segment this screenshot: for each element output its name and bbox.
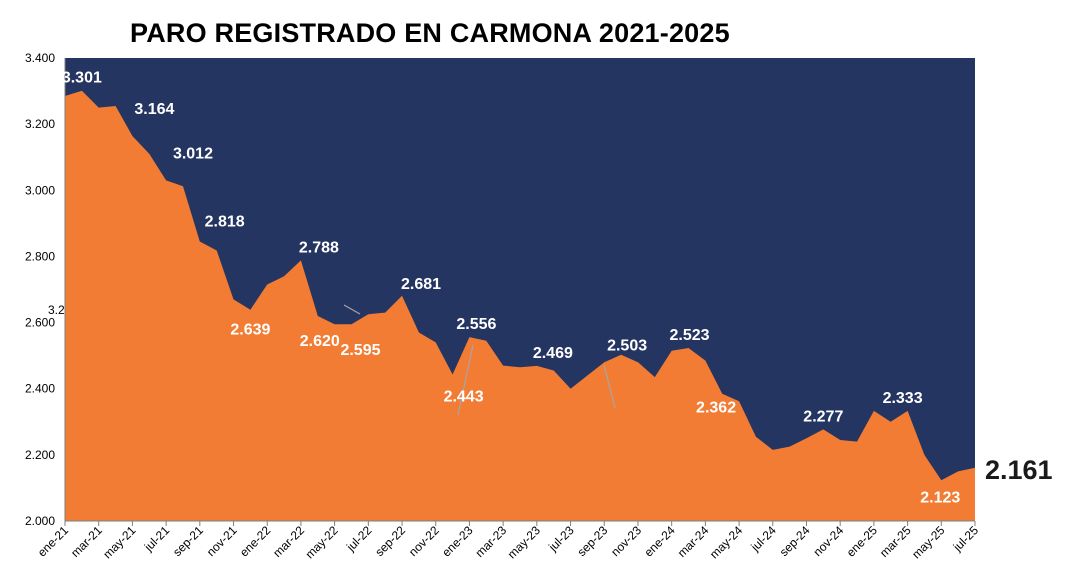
chart-title: PARO REGISTRADO EN CARMONA 2021-2025 [130,18,730,48]
x-tick-label: ene-24 [641,523,678,560]
x-tick-label: mar-25 [877,523,914,560]
y-tick-label: 2.200 [25,448,55,462]
x-tick-label: nov-23 [608,523,644,559]
y-tick-label: 2.600 [25,316,55,330]
data-label: 2.503 [607,338,647,355]
x-tick-label: mar-23 [472,523,509,560]
x-tick-label: jul-21 [141,523,173,555]
data-label: 2.818 [205,213,245,230]
data-label: 2.620 [300,333,340,350]
y-tick-label: 3.200 [25,117,55,131]
x-tick-label: sep-24 [777,523,813,559]
data-label: 2.556 [456,316,496,333]
x-tick-label: may-23 [505,523,543,561]
y-tick-label: 2.400 [25,382,55,396]
x-tick-label: sep-21 [170,523,206,559]
data-label: 2.333 [883,390,923,407]
x-tick-label: jul-24 [748,523,780,555]
data-label: 2.788 [299,239,339,256]
stray-label: 3.2 [48,303,65,317]
x-tick-label: may-21 [100,523,138,561]
series-area [65,90,975,521]
label-leader-lines [343,304,616,416]
x-tick-label: jul-23 [545,523,577,555]
x-tick-label: ene-22 [237,523,274,560]
leader-line [457,344,474,416]
x-tick-label: may-22 [303,523,341,561]
x-tick-label: nov-24 [810,523,846,559]
x-tick-label: ene-23 [439,523,476,560]
x-tick-label: mar-24 [675,523,712,560]
data-label: 2.639 [230,322,270,339]
x-tick-label: mar-22 [270,523,307,560]
x-tick-label: ene-25 [844,523,881,560]
leader-line [603,364,616,409]
x-tick-label: jul-22 [343,523,375,555]
data-label: 2.123 [920,489,960,506]
y-axis: 2.000 2.200 2.400 2.600 2.800 3.000 3.200 3.400 [25,51,66,528]
x-tick-label: mar-21 [68,523,105,560]
y-tick-label: 2.800 [25,249,55,263]
x-tick-label: jul-25 [950,523,982,555]
data-label: 3.012 [173,145,213,162]
data-label: 3.164 [134,101,174,118]
x-tick-label: ene-21 [35,523,72,560]
x-tick-label: may-25 [909,523,947,561]
data-label: 2.443 [444,388,484,405]
y-tick-label: 3.000 [25,183,55,197]
data-label: 2.681 [401,276,441,293]
data-label: 2.362 [696,399,736,416]
x-tick-label: nov-21 [204,523,240,559]
x-tick-label: sep-23 [575,523,611,559]
data-labels: 3.301 3.164 3.012 2.818 2.639 2.788 2.6202.595… [62,70,1053,507]
y-tick-label: 2.000 [25,514,55,528]
x-tick-label: sep-22 [372,523,408,559]
data-label: 2.277 [803,408,843,425]
leader-line [343,304,361,315]
data-label: 3.301 [62,70,102,87]
data-label: 2.595 [340,342,380,359]
last-value-label: 2.161 [985,455,1053,485]
x-tick-label: nov-22 [406,523,442,559]
data-label: 2.523 [669,327,709,344]
y-tick-label: 3.400 [25,51,55,65]
x-tick-label: may-24 [707,523,745,561]
data-label: 2.469 [533,345,573,362]
